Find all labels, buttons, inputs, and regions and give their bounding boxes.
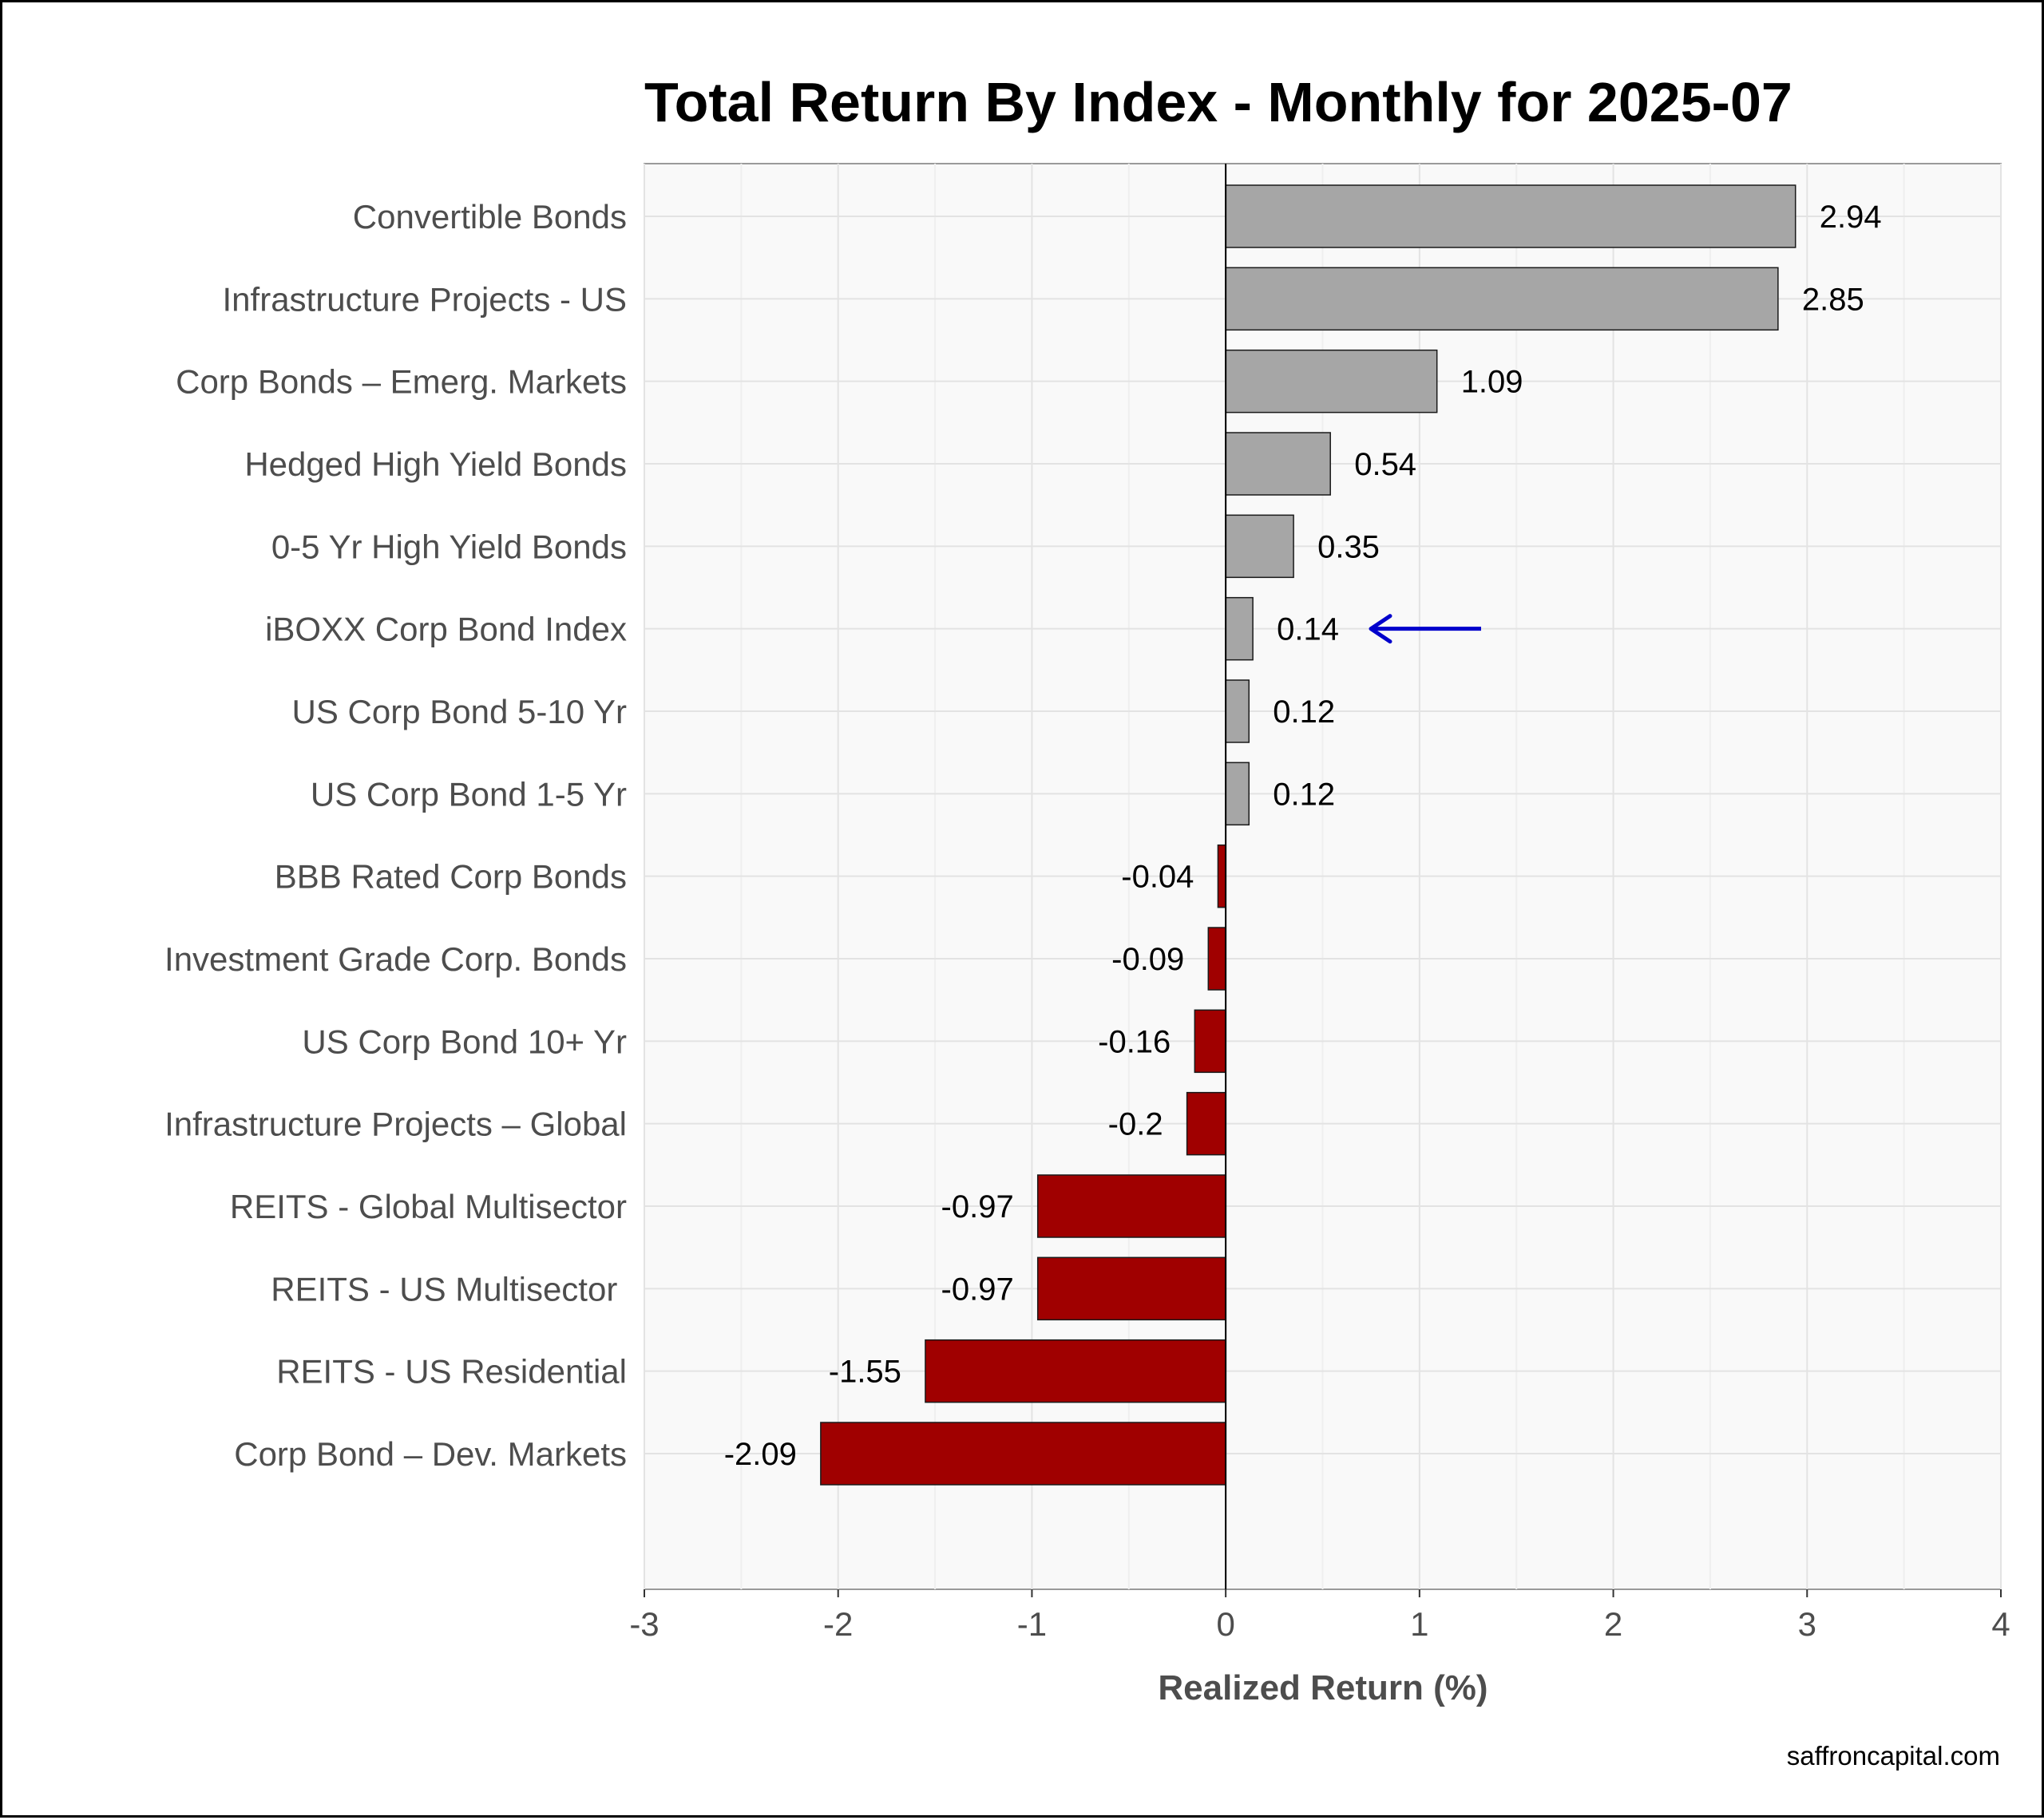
value-label: -1.55 <box>829 1355 901 1390</box>
value-label: 0.54 <box>1354 447 1416 482</box>
category-label: Convertible Bonds <box>353 198 627 235</box>
x-tick-label: 2 <box>1604 1605 1622 1643</box>
x-tick-label: 1 <box>1410 1605 1428 1643</box>
x-tick-label: 3 <box>1798 1605 1816 1643</box>
x-tick-label: 4 <box>1991 1605 2010 1643</box>
x-tick-label: 0 <box>1216 1605 1234 1643</box>
category-label: Hedged High Yield Bonds <box>244 445 627 483</box>
source-credit: saffroncapital.com <box>1787 1741 2000 1771</box>
bars <box>820 184 1796 1486</box>
x-tick-label: -3 <box>629 1605 659 1643</box>
bar <box>1194 1009 1226 1074</box>
category-label: Corp Bond – Dev. Markets <box>234 1435 627 1473</box>
category-label: US Corp Bond 5-10 Yr <box>292 693 627 730</box>
value-label: 0.35 <box>1317 529 1380 564</box>
value-label: -0.09 <box>1111 942 1184 977</box>
category-label: BBB Rated Corp Bonds <box>275 858 627 896</box>
arrow-head <box>1369 614 1392 644</box>
bar <box>1036 1256 1226 1321</box>
category-label: US Corp Bond 1-5 Yr <box>311 775 627 813</box>
bar <box>1225 514 1294 579</box>
category-label: REITS - US Multisector <box>271 1270 627 1308</box>
category-label: Infrastructure Projects – Global <box>164 1106 627 1143</box>
value-label: 1.09 <box>1461 365 1523 400</box>
x-tick-labels: -3 -2 -1 0 1 2 3 4 <box>629 1589 2010 1643</box>
bar <box>1225 679 1250 743</box>
value-label: 0.12 <box>1273 694 1335 730</box>
value-label: -0.97 <box>941 1272 1014 1307</box>
category-labels: Convertible Bonds Infrastructure Projects… <box>164 198 627 1473</box>
bar <box>820 1422 1226 1486</box>
bar <box>925 1339 1226 1403</box>
category-label: iBOXX Corp Bond Index <box>265 611 627 648</box>
bar <box>1225 349 1438 413</box>
category-label: Investment Grade Corp. Bonds <box>164 940 627 978</box>
value-label: 0.14 <box>1277 612 1339 647</box>
bar <box>1217 844 1226 908</box>
value-label: -0.2 <box>1108 1107 1163 1142</box>
category-label: REITS - Global Multisector <box>230 1188 627 1225</box>
category-label: Corp Bonds – Emerg. Markets <box>176 363 627 401</box>
value-label: 0.12 <box>1273 777 1335 812</box>
bar <box>1225 184 1796 248</box>
value-label: -0.16 <box>1098 1024 1171 1059</box>
x-tick-label: -1 <box>1017 1605 1047 1643</box>
category-label: US Corp Bond 10+ Yr <box>302 1023 627 1060</box>
value-label: -0.97 <box>941 1189 1014 1225</box>
bar <box>1186 1091 1226 1156</box>
category-label: 0-5 Yr High Yield Bonds <box>271 528 627 565</box>
bar <box>1207 927 1226 991</box>
category-label: Infrastructure Projects - US <box>223 280 627 318</box>
chart-title: Total Return By Index - Monthly for 2025… <box>644 71 1792 133</box>
bar <box>1225 596 1254 661</box>
bar <box>1225 762 1250 826</box>
x-axis-title: Realized Return (%) <box>1158 1668 1487 1707</box>
x-tick-label: -2 <box>823 1605 853 1643</box>
bar <box>1225 267 1779 331</box>
highlight-arrow <box>1369 614 1481 644</box>
bar <box>1225 432 1331 496</box>
value-labels: 2.94 2.85 1.09 0.54 0.35 0.14 0.12 0.12 -0.04 -0.… <box>724 200 1882 1472</box>
value-label: 2.85 <box>1802 282 1864 317</box>
value-label: -0.04 <box>1121 860 1194 895</box>
bar <box>1036 1174 1226 1238</box>
category-label: REITS - US Residential <box>276 1353 627 1391</box>
value-label: 2.94 <box>1820 200 1882 235</box>
value-label: -2.09 <box>724 1437 797 1472</box>
